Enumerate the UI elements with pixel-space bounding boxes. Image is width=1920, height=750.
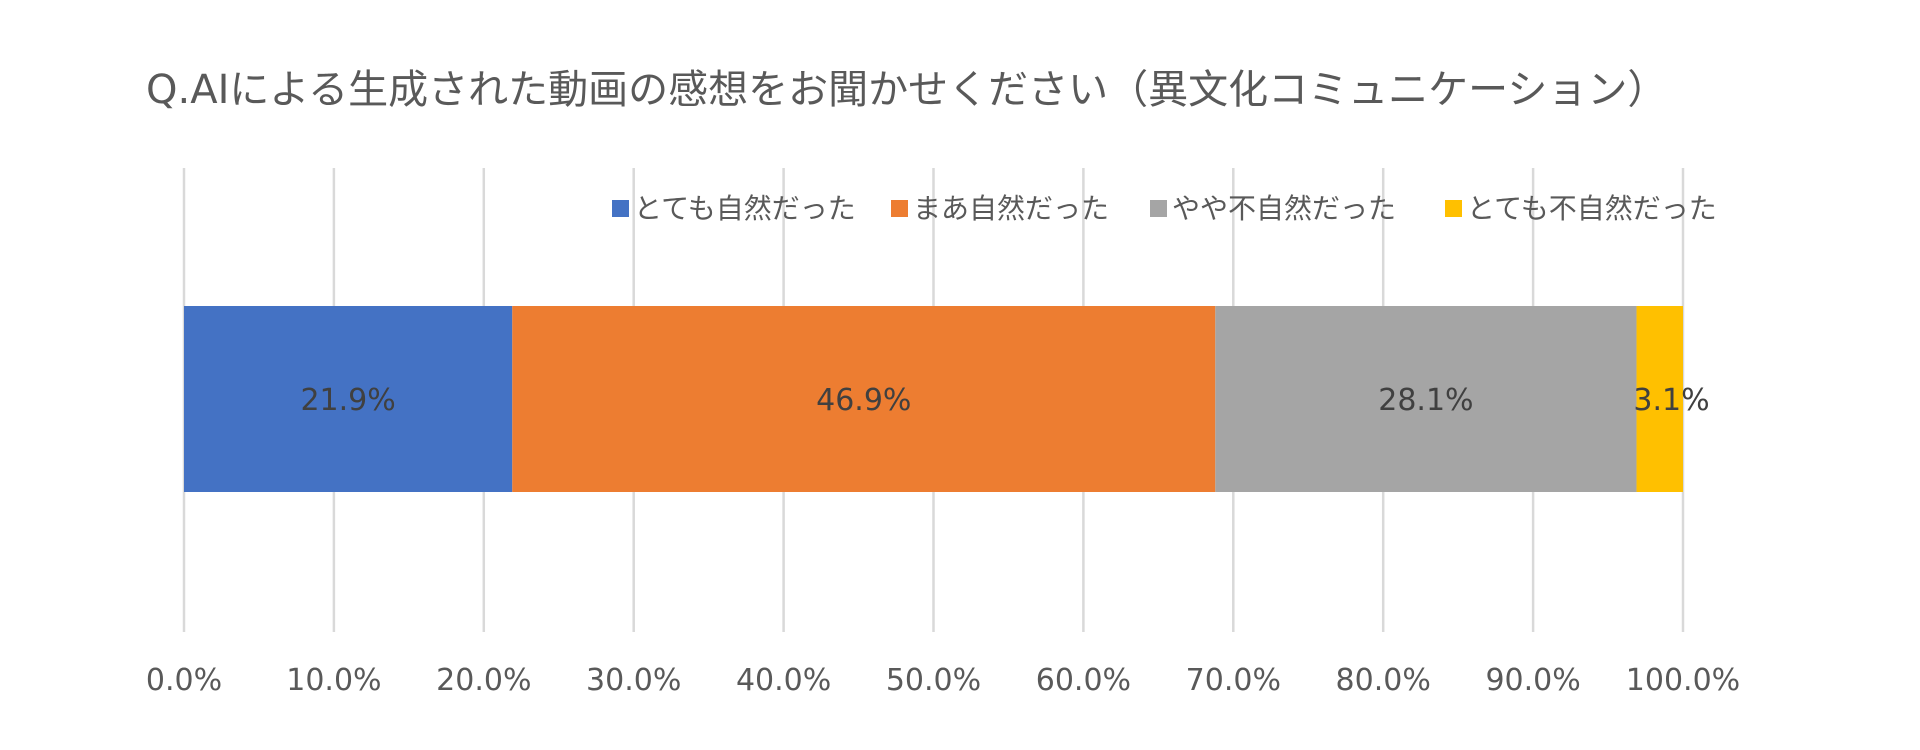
legend-item-2: やや不自然だった	[1150, 192, 1396, 225]
legend-swatch-0	[612, 200, 629, 217]
bar-segment-1	[512, 306, 1216, 492]
data-label-0: 21.9%	[300, 383, 395, 418]
x-tick-label-3: 30.0%	[586, 663, 681, 698]
x-tick-label-0: 0.0%	[146, 663, 222, 698]
bar-segment-0	[184, 306, 513, 492]
bar-segment-3	[1636, 306, 1683, 492]
legend: とても自然だった まあ自然だった やや不自然だった とても不自然だった	[612, 192, 1717, 225]
stacked-bar	[184, 306, 1683, 492]
legend-label-3: とても不自然だった	[1467, 192, 1717, 225]
x-tick-label-5: 50.0%	[886, 663, 981, 698]
chart-title: Q.AIによる生成された動画の感想をお聞かせください（異文化コミュニケーション）	[146, 67, 1667, 113]
x-tick-label-7: 70.0%	[1186, 663, 1281, 698]
x-tick-label-10: 100.0%	[1626, 663, 1740, 698]
x-axis-ticks: 0.0% 10.0% 20.0% 30.0% 40.0% 50.0% 60.0% 70.0% 8…	[146, 663, 1740, 698]
data-label-2: 28.1%	[1378, 383, 1473, 418]
x-tick-label-1: 10.0%	[286, 663, 381, 698]
legend-label-2: やや不自然だった	[1172, 192, 1396, 225]
bar-segment-2	[1215, 306, 1637, 492]
legend-swatch-3	[1445, 200, 1462, 217]
data-label-1: 46.9%	[816, 383, 911, 418]
x-tick-label-4: 40.0%	[736, 663, 831, 698]
x-tick-label-9: 90.0%	[1485, 663, 1580, 698]
legend-item-3: とても不自然だった	[1445, 192, 1717, 225]
legend-swatch-2	[1150, 200, 1167, 217]
legend-swatch-1	[891, 200, 908, 217]
x-tick-label-6: 60.0%	[1036, 663, 1131, 698]
legend-label-1: まあ自然だった	[913, 192, 1109, 225]
data-label-3: 3.1%	[1633, 383, 1709, 418]
x-tick-label-2: 20.0%	[436, 663, 531, 698]
legend-item-0: とても自然だった	[612, 192, 856, 225]
legend-item-1: まあ自然だった	[891, 192, 1109, 225]
legend-label-0: とても自然だった	[634, 192, 856, 225]
x-tick-label-8: 80.0%	[1336, 663, 1431, 698]
data-labels: 21.9% 46.9% 28.1% 3.1%	[300, 383, 1709, 418]
